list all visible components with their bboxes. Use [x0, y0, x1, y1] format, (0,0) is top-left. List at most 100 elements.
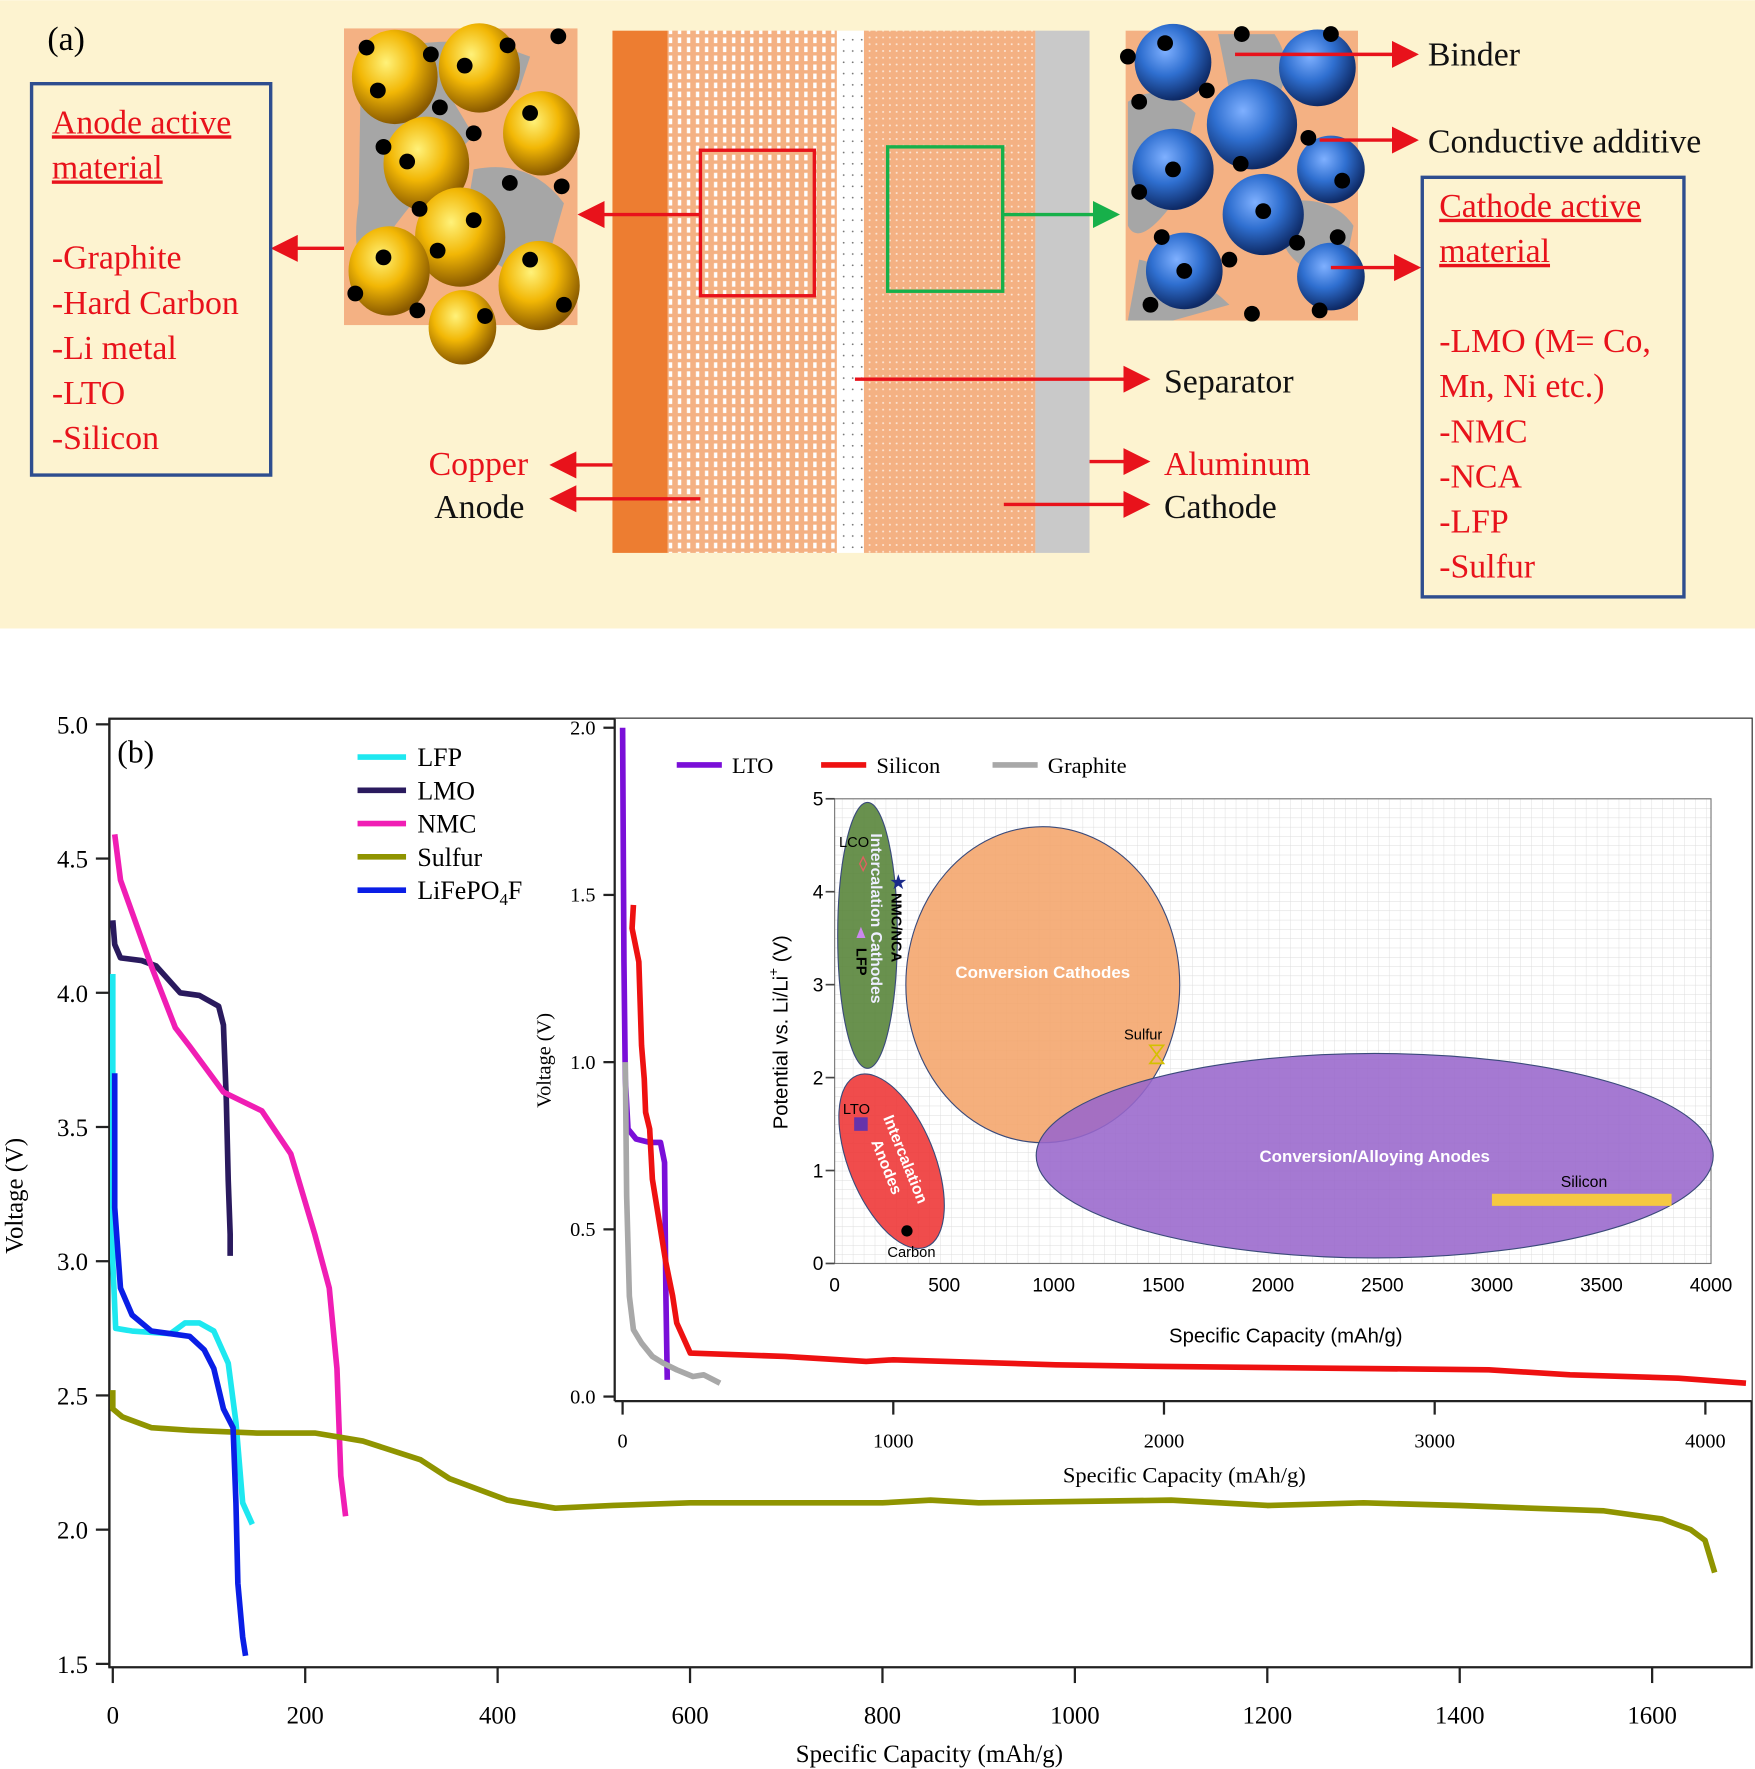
conductive-additive-dot	[411, 200, 428, 217]
series-line-lifepo4f	[111, 1073, 249, 1657]
conductive-additive-dot	[1119, 48, 1136, 65]
inset-x-tick-label: 4000	[1685, 1430, 1726, 1452]
anode-box-title-1: Anode active	[52, 104, 231, 141]
point-label: Sulfur	[1124, 1028, 1162, 1044]
conductive-additive-dot	[1255, 203, 1272, 220]
region-label: Conversion/Alloying Anodes	[1259, 1147, 1489, 1166]
inset-x-axis-label: Specific Capacity (mAh/g)	[1063, 1462, 1306, 1487]
anode-particle	[415, 187, 506, 287]
label-anode: Anode	[434, 489, 524, 526]
conductive-additive-dot	[347, 285, 364, 302]
conductive-additive-dot	[477, 308, 493, 324]
inset-axes: 0.0 0.5 1.0 1.5 2.0 0 1000 2000 3000 4000	[570, 717, 1726, 1452]
region-ellipse	[1035, 1052, 1714, 1259]
inset-series	[619, 727, 1747, 1386]
panel-b: (b) 1.52.02.53.03.54.04.55.00 200 400 600 80…	[2, 712, 1753, 1768]
inset-series-line-lto	[619, 727, 671, 1380]
region-intercalation-cathodes: Intercalation Cathodes	[837, 801, 898, 1069]
panel-a: (a)	[0, 0, 1755, 629]
anode-item: -Silicon	[52, 420, 159, 457]
conductive-additive-dot	[501, 175, 518, 191]
bubble-x-tick-label: 1500	[1142, 1276, 1185, 1297]
main-axes: 1.52.02.53.03.54.04.55.00 200 400 600 800 100…	[57, 712, 1677, 1729]
bubble-axes: 0 1 2 3 4 5 0 500 1000 1500 2000 2500 3000 3500 4000	[813, 790, 1733, 1297]
panel-a-arrows	[270, 40, 1422, 518]
inset-x-tick-label: 0	[618, 1430, 628, 1452]
cathode-item: -LMO (M= Co,	[1439, 323, 1651, 360]
inset-series-line-graphite	[622, 1062, 722, 1386]
cathode-particle	[1279, 29, 1356, 107]
bubble-x-tick-label: 2500	[1361, 1276, 1404, 1297]
inset-y-tick-label: 1.5	[570, 885, 595, 907]
main-series	[109, 834, 1718, 1657]
conductive-additive-dot	[1233, 26, 1250, 42]
anode-item: -LTO	[52, 375, 125, 412]
anode-particle-closeup	[344, 23, 580, 365]
conductive-additive-dot	[465, 212, 482, 229]
label-copper: Copper	[429, 446, 529, 483]
main-x-tick-label: 400	[479, 1703, 516, 1730]
region-conversion-cathodes: Conversion Cathodes	[905, 826, 1181, 1144]
label-separator: Separator	[1164, 364, 1294, 401]
point-label: LFP	[852, 948, 868, 976]
anode-particle	[348, 226, 430, 316]
cathode-particle	[1134, 23, 1212, 101]
conductive-additive-dot	[1153, 229, 1170, 245]
main-x-tick-label: 200	[287, 1703, 324, 1730]
cathode-item: Mn, Ni etc.)	[1439, 368, 1604, 405]
bubble-y-axis-label: Potential vs. Li/Li+ (V)	[766, 935, 792, 1129]
bubble-x-tick-label: 1000	[1032, 1276, 1075, 1297]
conductive-additive-dot	[375, 249, 392, 266]
point-label: LTO	[843, 1102, 870, 1118]
inset-series-line-silicon	[629, 904, 1747, 1386]
main-x-tick-label: 0	[107, 1703, 119, 1730]
conductive-additive-dot	[409, 302, 426, 319]
conductive-additive-dot	[1232, 155, 1249, 172]
inset-y-tick-label: 0.5	[570, 1219, 595, 1241]
inset-legend-label-graphite: Graphite	[1048, 753, 1127, 778]
cathode-material-box: Cathode active material -LMO (M= Co, Mn,…	[1420, 175, 1686, 599]
cathode-particle	[1297, 242, 1365, 311]
conductive-additive-dot	[431, 99, 448, 116]
inset-y-tick-label: 2.0	[570, 717, 595, 739]
conductive-additive-dot	[1165, 161, 1181, 178]
conductive-additive-dot	[1334, 172, 1351, 189]
conductive-additive-dot	[1131, 93, 1148, 110]
conductive-additive-dot	[1142, 296, 1159, 313]
legend-label-lfp: LFP	[417, 743, 462, 772]
region-label: Intercalation Cathodes	[867, 833, 884, 1003]
main-y-tick-label: 2.5	[57, 1383, 88, 1410]
inset-x-tick-label: 3000	[1414, 1430, 1455, 1452]
series-line-lfp	[109, 973, 255, 1526]
main-y-tick-label: 5.0	[57, 712, 88, 739]
conductive-additive-dot	[1157, 35, 1174, 51]
bubble-x-tick-label: 3500	[1580, 1276, 1623, 1297]
marker-lco	[858, 855, 868, 873]
anode-item: -Hard Carbon	[52, 285, 239, 322]
label-aluminum: Aluminum	[1164, 446, 1311, 483]
conductive-additive-dot	[499, 37, 516, 54]
series-line-lmo	[109, 920, 233, 1256]
main-y-tick-label: 1.5	[57, 1652, 88, 1679]
marker-nmc-nca: ★	[889, 872, 907, 894]
bubble-y-label-main: Potential vs. Li/Li	[770, 976, 792, 1129]
anode-particle	[383, 116, 470, 211]
bubble-y-tick-label: 2	[813, 1068, 824, 1089]
inset-legend: LTO Silicon Graphite	[676, 753, 1127, 778]
inset-y-tick-label: 1.0	[570, 1052, 595, 1074]
conductive-additive-dot	[1323, 26, 1339, 42]
main-x-tick-label: 1000	[1050, 1703, 1100, 1730]
marker-lfp	[856, 926, 866, 939]
anode-active-particles	[347, 23, 580, 365]
anode-particle	[428, 290, 497, 365]
anode-zoom-box	[698, 148, 817, 298]
main-x-tick-label: 600	[671, 1703, 708, 1730]
label-cathode: Cathode	[1164, 489, 1277, 526]
anode-particle	[498, 240, 580, 331]
component-labels: Binder Conductive additive Separator Cop…	[429, 37, 1702, 526]
bubble-y-tick-label: 1	[813, 1161, 824, 1182]
legend-label-lmo: LMO	[417, 776, 475, 805]
main-y-tick-label: 2.0	[57, 1518, 88, 1545]
series-line-nmc	[111, 834, 349, 1517]
